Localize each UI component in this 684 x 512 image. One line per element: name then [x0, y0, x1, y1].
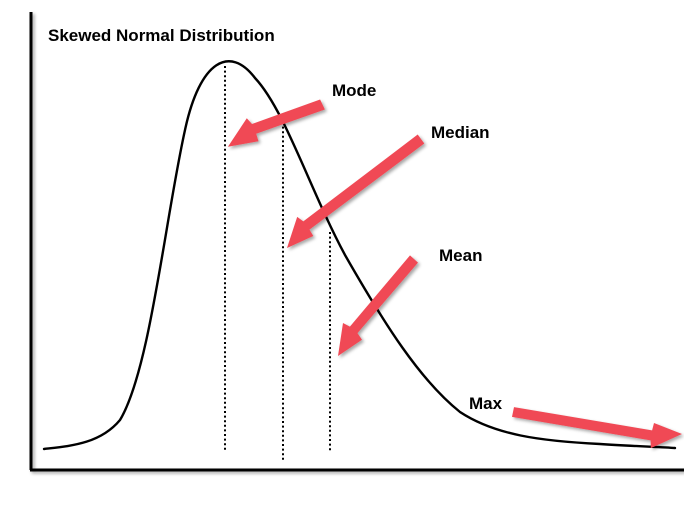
- max-label: Max: [469, 394, 503, 413]
- median-arrow: [287, 134, 425, 248]
- distribution-curve: [42, 60, 677, 451]
- guide-lines: [224, 66, 331, 460]
- mean-label: Mean: [439, 246, 482, 265]
- diagram-title: Skewed Normal Distribution: [48, 26, 275, 45]
- mode-arrow: [227, 99, 325, 147]
- mean-arrow: [338, 255, 418, 356]
- max-arrow: [512, 407, 682, 449]
- median-label: Median: [431, 123, 490, 142]
- arrows: [227, 99, 682, 449]
- axes: [29, 12, 684, 472]
- mode-label: Mode: [332, 81, 376, 100]
